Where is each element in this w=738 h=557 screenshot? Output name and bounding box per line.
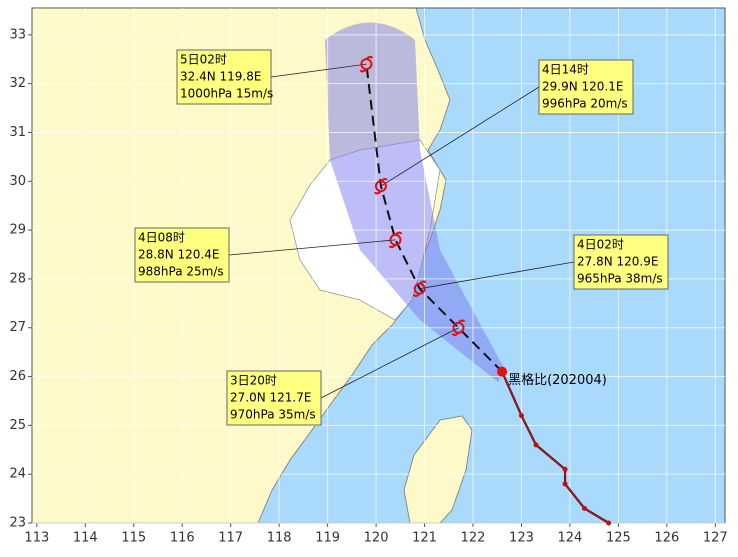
info-time: 4日02时 (577, 238, 624, 252)
leader-line (228, 239, 396, 256)
info-time: 4日08时 (138, 231, 185, 245)
past-point (518, 413, 524, 419)
x-tick-label: 115 (121, 531, 146, 546)
x-tick-label: 119 (315, 531, 340, 546)
info-intensity: 988hPa 25m/s (138, 265, 224, 279)
info-time: 4日14时 (542, 63, 589, 77)
y-tick-label: 24 (9, 467, 26, 482)
y-tick-label: 29 (9, 223, 26, 238)
forecast-track (365, 64, 503, 373)
y-tick-label: 26 (9, 369, 26, 384)
x-tick-label: 116 (170, 531, 195, 546)
x-tick-label: 126 (654, 531, 679, 546)
x-tick-label: 123 (509, 531, 534, 546)
storm-symbol (388, 231, 403, 249)
y-tick-label: 32 (9, 76, 26, 91)
y-tick-label: 25 (9, 418, 26, 433)
y-tick-label: 27 (9, 320, 26, 335)
y-tick-label: 28 (9, 271, 26, 286)
past-point (562, 466, 568, 472)
info-intensity: 970hPa 35m/s (230, 408, 316, 422)
x-tick-label: 127 (703, 531, 728, 546)
x-tick-label: 117 (218, 531, 243, 546)
storm-symbol (451, 319, 466, 337)
info-position: 27.0N 121.7E (230, 391, 311, 405)
info-box (573, 234, 669, 290)
info-time: 5日02时 (180, 53, 227, 67)
x-tick-label: 121 (412, 531, 437, 546)
x-tick-label: 118 (267, 531, 292, 546)
past-point (581, 505, 587, 511)
x-tick-label: 124 (558, 531, 583, 546)
leader-line (419, 261, 575, 290)
leader-line (380, 86, 540, 187)
info-box (176, 49, 272, 105)
leader-line (270, 63, 367, 78)
info-box (226, 370, 322, 426)
past-point (562, 481, 568, 487)
storm-name: 黑格比(202004) (508, 372, 607, 388)
x-tick-label: 125 (606, 531, 631, 546)
y-tick-label: 33 (9, 27, 26, 42)
current-position (497, 366, 508, 377)
info-intensity: 996hPa 20m/s (542, 97, 628, 111)
leader-line (320, 327, 459, 399)
x-tick-label: 113 (24, 531, 49, 546)
y-tick-label: 31 (9, 125, 26, 140)
x-tick-label: 120 (364, 531, 389, 546)
storm-symbol (374, 177, 388, 195)
forecast-cone (325, 22, 505, 382)
past-point (533, 442, 539, 448)
info-box (134, 227, 230, 283)
info-position: 27.8N 120.9E (577, 255, 658, 269)
x-tick-label: 122 (461, 531, 486, 546)
x-tick-label: 114 (73, 531, 98, 546)
past-point (606, 520, 612, 526)
info-time: 3日20时 (230, 374, 277, 388)
y-tick-label: 23 (9, 516, 26, 531)
info-intensity: 1000hPa 15m/s (180, 87, 273, 101)
storm-symbol (412, 280, 427, 297)
y-tick-label: 30 (9, 174, 26, 189)
info-position: 32.4N 119.8E (180, 70, 261, 84)
info-position: 29.9N 120.1E (542, 80, 623, 94)
storm-symbol (359, 55, 374, 73)
info-intensity: 965hPa 38m/s (577, 272, 663, 286)
taiwan (403, 415, 473, 523)
info-position: 28.8N 120.4E (138, 248, 219, 262)
info-box (538, 59, 634, 115)
